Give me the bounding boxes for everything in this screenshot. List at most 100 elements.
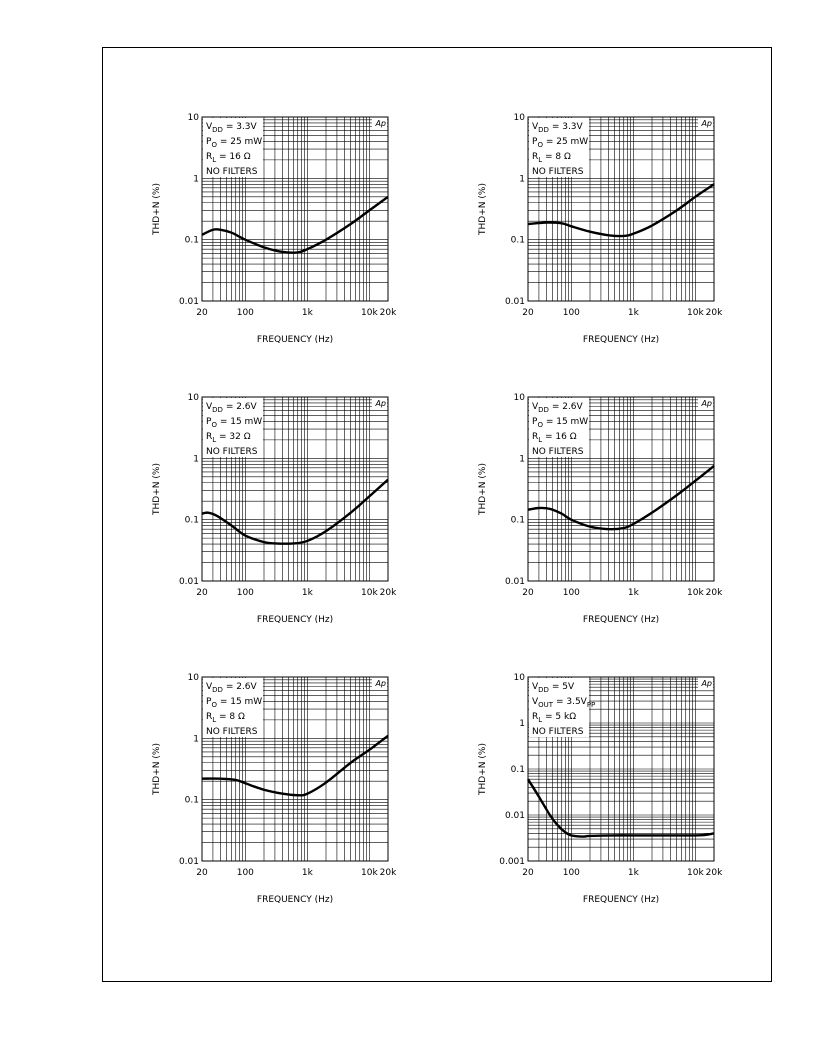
thd-chart-5: VDD = 2.6V PO = 15 mW RL = 8 Ω NO FILTERS Ap…: [152, 673, 397, 905]
y-tick-label: 1: [193, 454, 199, 464]
x-tick-label: 20k: [706, 308, 723, 318]
x-tick-label: 10k: [361, 868, 378, 878]
condition-line: NO FILTERS: [532, 727, 584, 737]
x-axis-label: FREQUENCY (Hz): [583, 895, 659, 905]
y-axis-label: THD+N (%): [152, 463, 162, 516]
ap-logo-bg: [372, 678, 387, 688]
plot-border: [527, 676, 715, 862]
conditions-bg: [529, 118, 589, 177]
y-tick-label: 1: [519, 174, 525, 184]
thd-chart-6: VDD = 5V VOUT = 3.5VPP RL = 5 kΩ NO FILTERS…: [478, 673, 723, 905]
condition-line: PO = 15 mW: [206, 417, 262, 429]
x-tick-label: 100: [237, 588, 254, 598]
plot-border: [201, 676, 389, 862]
condition-line: VDD = 3.3V: [532, 122, 584, 134]
y-tick-label: 0.01: [179, 577, 199, 587]
x-tick-label: 1k: [302, 588, 314, 598]
x-tick-label: 20k: [380, 868, 397, 878]
x-tick-label: 20k: [706, 588, 723, 598]
condition-line: RL = 32 Ω: [206, 432, 251, 444]
condition-line: VDD = 2.6V: [206, 682, 258, 694]
x-tick-label: 100: [563, 868, 580, 878]
conditions-bg: [529, 678, 589, 737]
y-tick-label: 0.01: [505, 811, 525, 821]
y-tick-label: 0.1: [511, 236, 525, 246]
thd-curve: [527, 465, 715, 531]
condition-line: RL = 5 kΩ: [532, 712, 576, 724]
grid: [202, 117, 388, 302]
x-axis-label: FREQUENCY (Hz): [257, 895, 333, 905]
y-tick-label: 10: [514, 393, 526, 403]
x-tick-label: 20k: [380, 308, 397, 318]
x-tick-label: 1k: [302, 868, 314, 878]
condition-line: RL = 8 Ω: [532, 152, 571, 164]
thd-curve: [201, 195, 389, 254]
y-tick-label: 1: [193, 174, 199, 184]
conditions-bg: [529, 398, 589, 457]
condition-line: VDD = 5V: [532, 682, 575, 694]
condition-line: RL = 16 Ω: [206, 152, 251, 164]
conditions-box: VDD = 3.3V PO = 25 mW RL = 8 Ω NO FILTERS: [529, 118, 589, 177]
y-axis-label: THD+N (%): [478, 743, 488, 796]
ap-logo: Ap: [700, 679, 712, 688]
y-tick-label: 10: [514, 113, 526, 123]
ap-logo: Ap: [374, 119, 386, 128]
grid: [528, 677, 714, 862]
x-tick-label: 100: [563, 308, 580, 318]
conditions-bg: [203, 678, 263, 737]
x-tick-label: 20: [196, 308, 208, 318]
y-tick-label: 0.01: [505, 297, 525, 307]
thd-chart-3: VDD = 2.6V PO = 15 mW RL = 32 Ω NO FILTERS A…: [152, 393, 397, 625]
conditions-box: VDD = 2.6V PO = 15 mW RL = 16 Ω NO FILTERS: [529, 398, 589, 457]
y-tick-label: 0.001: [499, 857, 525, 867]
y-tick-label: 0.1: [511, 765, 525, 775]
y-axis-label: THD+N (%): [478, 183, 488, 236]
x-tick-label: 10k: [361, 308, 378, 318]
y-tick-label: 0.01: [179, 857, 199, 867]
plot-border: [201, 116, 389, 302]
x-tick-label: 1k: [628, 868, 640, 878]
y-axis-label: THD+N (%): [152, 743, 162, 796]
ap-logo-bg: [372, 398, 387, 408]
y-tick-label: 0.1: [511, 516, 525, 526]
ap-logo: Ap: [374, 399, 386, 408]
condition-line: RL = 8 Ω: [206, 712, 245, 724]
plot-border: [201, 396, 389, 582]
thd-chart-1: VDD = 3.3V PO = 25 mW RL = 16 Ω NO FILTERS A…: [152, 113, 397, 345]
conditions-box: VDD = 5V VOUT = 3.5VPP RL = 5 kΩ NO FILTERS: [529, 678, 595, 737]
x-tick-label: 20: [522, 308, 534, 318]
conditions-bg: [203, 118, 263, 177]
thd-curve: [201, 734, 389, 797]
y-tick-label: 0.01: [179, 297, 199, 307]
x-axis-label: FREQUENCY (Hz): [583, 335, 659, 345]
condition-line: NO FILTERS: [206, 167, 258, 177]
x-axis-label: FREQUENCY (Hz): [257, 615, 333, 625]
condition-line: PO = 15 mW: [532, 417, 588, 429]
plot-border: [527, 116, 715, 302]
ap-logo: Ap: [700, 399, 712, 408]
condition-line: PO = 25 mW: [206, 137, 262, 149]
condition-line: PO = 25 mW: [532, 137, 588, 149]
grid: [528, 117, 714, 302]
conditions-bg: [203, 398, 263, 457]
page-frame: [102, 47, 772, 982]
x-tick-label: 10k: [687, 868, 704, 878]
y-tick-label: 0.01: [505, 577, 525, 587]
condition-line: VOUT = 3.5VPP: [532, 697, 595, 709]
x-tick-label: 20k: [706, 868, 723, 878]
y-tick-label: 10: [188, 673, 200, 683]
conditions-box: VDD = 2.6V PO = 15 mW RL = 8 Ω NO FILTERS: [203, 678, 263, 737]
x-axis-label: FREQUENCY (Hz): [583, 615, 659, 625]
condition-line: PO = 15 mW: [206, 697, 262, 709]
y-tick-label: 1: [193, 734, 199, 744]
y-tick-label: 0.1: [185, 516, 199, 526]
x-tick-label: 1k: [302, 308, 314, 318]
x-tick-label: 20k: [380, 588, 397, 598]
y-tick-label: 10: [514, 673, 526, 683]
x-tick-label: 100: [563, 588, 580, 598]
thd-chart-2: VDD = 3.3V PO = 25 mW RL = 8 Ω NO FILTERS Ap…: [478, 113, 723, 345]
condition-line: VDD = 2.6V: [532, 402, 584, 414]
ap-logo-bg: [698, 678, 713, 688]
y-tick-label: 10: [188, 393, 200, 403]
